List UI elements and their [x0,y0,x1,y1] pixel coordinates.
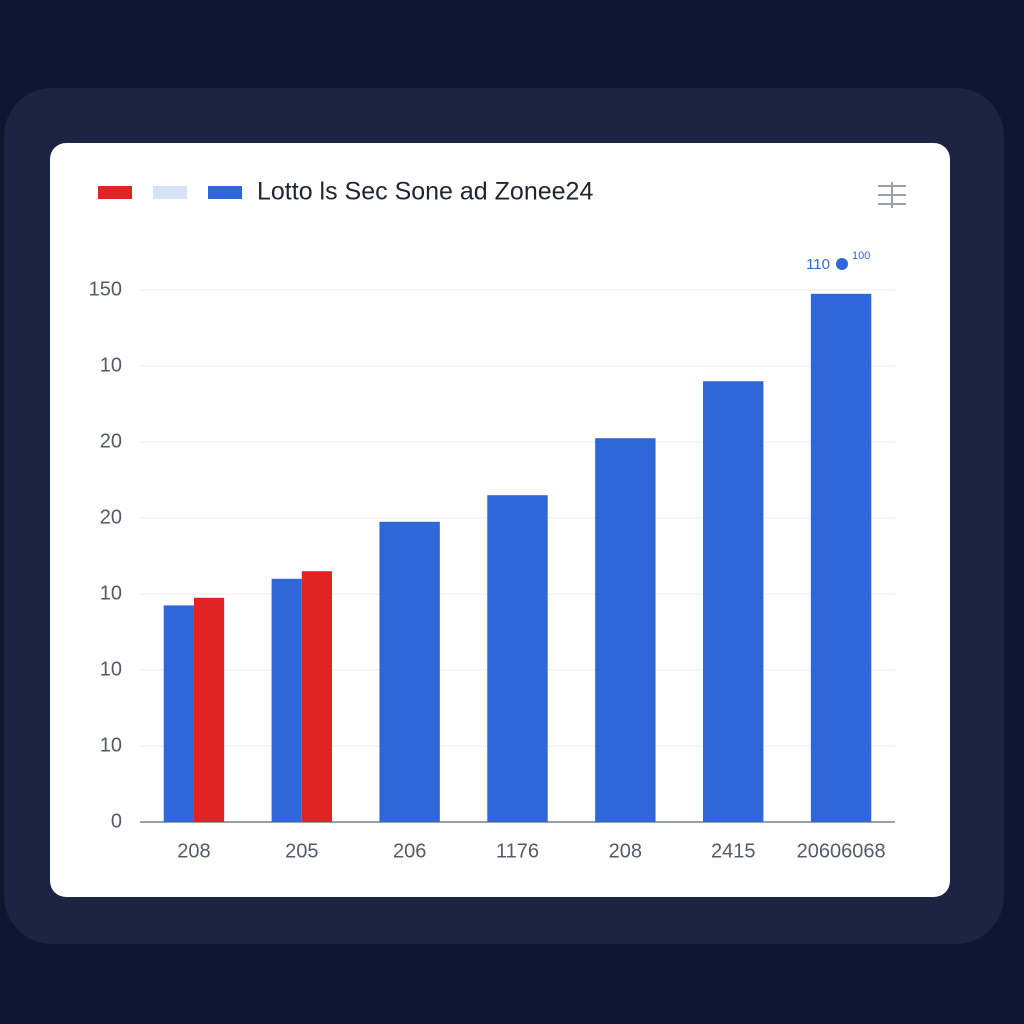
bar [301,571,332,822]
bar [193,597,225,822]
bar [487,495,548,822]
legend-swatch [208,186,242,199]
y-tick-label: 10 [100,354,122,376]
x-tick-label: 208 [609,840,642,862]
y-tick-label: 10 [100,658,122,680]
x-tick-label: 208 [177,840,210,862]
y-tick-label: 150 [89,278,122,300]
menu-icon[interactable] [878,182,906,208]
y-tick-label: 10 [100,734,122,756]
y-tick-label: 20 [100,430,122,452]
annotation-dot [836,258,848,270]
x-tick-label: 205 [285,840,318,862]
bar [271,578,302,822]
x-tick-label: 206 [393,840,426,862]
x-tick-label: 2415 [711,840,756,862]
bar [163,605,194,822]
bar [379,521,440,822]
x-tick-label: 20606068 [797,840,886,862]
legend-swatch [98,186,132,199]
x-tick-label: 1176 [496,840,539,862]
bar [703,381,764,822]
chart-title: Lotto ls Sec Sone ad Zonee24 [257,178,593,206]
bar [810,293,872,822]
bar [595,438,656,822]
legend-swatch [153,186,187,199]
y-tick-label: 20 [100,506,122,528]
annotation: 110 [806,256,830,273]
y-tick-label: 10 [100,582,122,604]
y-tick-label: 0 [111,810,122,832]
annotation: 100 [852,250,870,262]
